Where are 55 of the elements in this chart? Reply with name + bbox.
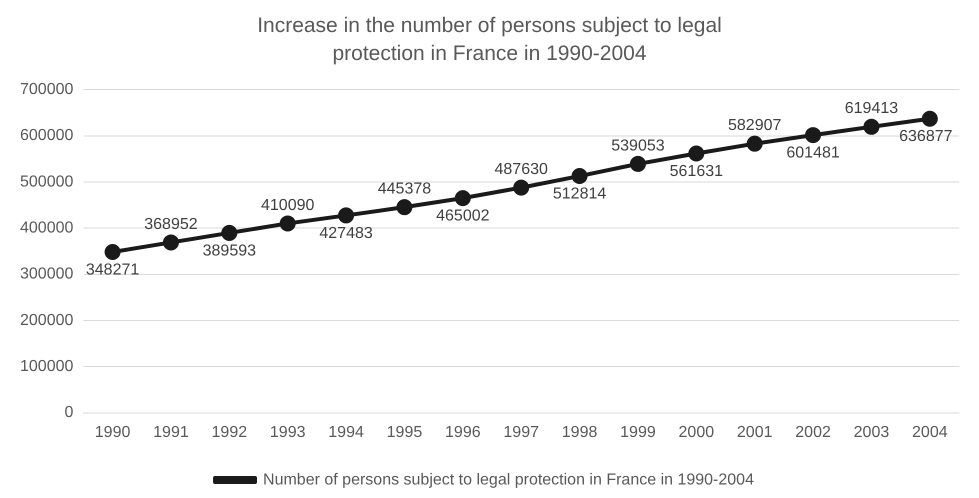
data-label: 465002 [436,208,490,225]
x-tick-label: 1992 [212,424,248,441]
point [863,118,880,135]
point [280,215,296,232]
data-label: 427483 [319,224,373,242]
x-tick-label: 1994 [328,424,364,441]
data-label: 368952 [144,216,198,233]
y-tick-label: 100000 [20,358,74,376]
y-tick-label: 600000 [20,127,74,144]
data-label: 601481 [786,144,840,162]
y-tick-label: 500000 [20,173,74,190]
x-tick-label: 2001 [736,424,773,441]
x-tick-label: 2000 [678,424,714,441]
data-label: 389593 [202,242,256,260]
x-tick-label: 1995 [386,424,422,441]
data-label: 487630 [494,161,548,178]
x-tick-label: 2004 [912,424,948,441]
x-tick-label: 1999 [620,424,656,441]
data-label: 539053 [611,137,665,154]
data-label: 619413 [844,100,898,118]
data-label: 410090 [261,196,314,214]
x-tick-label: 2002 [795,424,831,441]
point [805,127,822,144]
x-tick-label: 1996 [445,424,481,441]
point [922,110,938,127]
chart-title: Increase in the number of persons subject to legal protection in France in 1990-2004 [256,13,723,67]
point [572,168,588,184]
data-label: 348271 [86,261,140,278]
y-tick-label: 400000 [20,220,74,237]
point [104,244,121,260]
x-tick-label: 1993 [270,424,306,441]
point [746,136,763,152]
data-label: 561631 [670,162,724,180]
x-tick-label: 2003 [854,424,890,441]
x-tick-label: 1997 [503,424,540,441]
x-tick-label: 1991 [153,424,189,441]
point [513,180,530,196]
legend-label: Number of persons subject to legal protection in France in 1990-2004 [263,471,754,488]
point [162,234,179,250]
y-tick-label: 0 [64,404,74,422]
data-label: 512814 [552,185,606,202]
point [396,199,412,216]
y-tick-label: 700000 [20,81,74,98]
y-tick-label: 200000 [20,312,74,329]
point [338,207,354,224]
point [221,224,238,241]
data-label: 445378 [378,180,432,198]
point [688,145,704,162]
y-tick-label: 300000 [20,266,74,283]
point [454,190,471,206]
data-label: 636877 [899,128,953,146]
data-label: 582907 [728,117,782,134]
x-tick-label: 1998 [562,424,598,441]
x-tick-label: 1990 [94,424,130,441]
point [630,156,646,172]
